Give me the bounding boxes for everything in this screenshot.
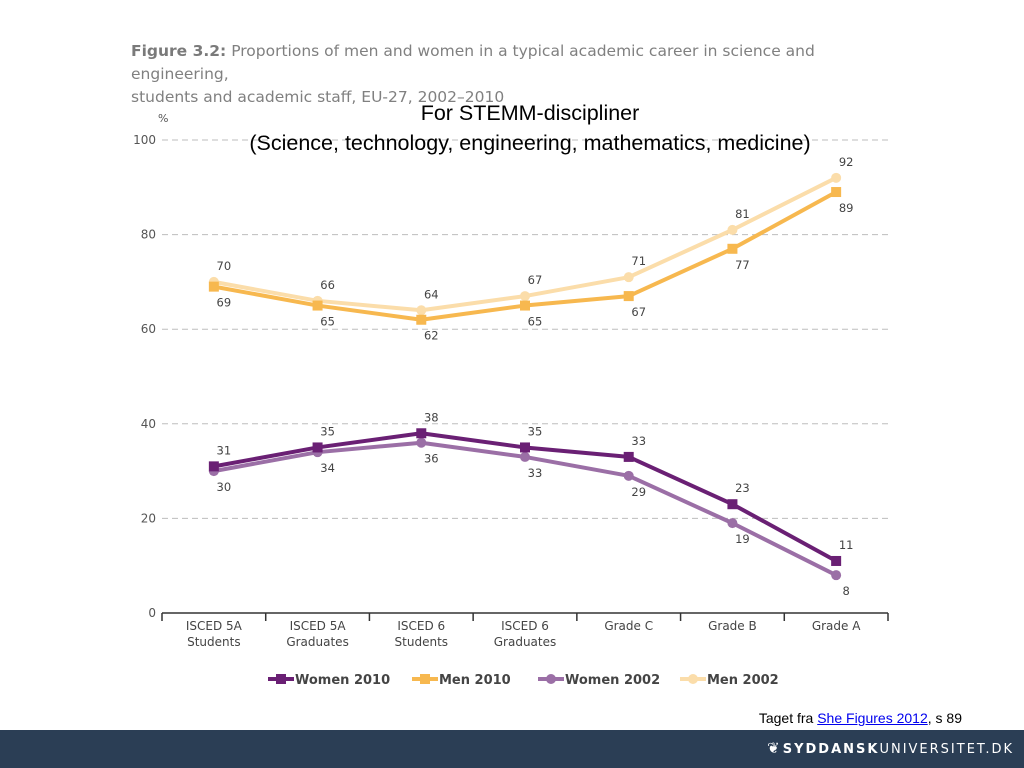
data-point-women-2010-3 [520, 442, 530, 453]
data-point-men-2010-3 [520, 300, 530, 311]
x-tick-label-3-line-1: ISCED 6 [501, 619, 549, 633]
data-point-men-2002-6 [831, 172, 842, 183]
data-label-men-2002-0: 70 [217, 259, 232, 273]
x-tick-label-6-line-1: Grade A [812, 619, 861, 633]
data-label-men-2010-6: 89 [839, 201, 854, 215]
logo-text-bold: SYDDANSK [782, 742, 880, 757]
line-chart: 0 20 40 60 80 100% ISCED 5A Students ISCED 5A Gra… [133, 112, 889, 688]
data-point-women-2010-5 [727, 499, 738, 510]
data-point-women-2010-1 [312, 442, 323, 453]
x-tick-label-1-line-1: ISCED 5A [290, 619, 347, 633]
data-label-men-2010-5: 77 [735, 258, 750, 272]
data-label-women-2010-2: 38 [424, 410, 439, 424]
data-label-women-2002-2: 36 [424, 452, 439, 466]
data-point-men-2010-0 [208, 281, 219, 292]
data-label-women-2002-0: 30 [217, 480, 232, 494]
data-label-women-2010-6: 11 [839, 538, 854, 552]
data-label-men-2002-6: 92 [839, 155, 854, 169]
data-point-men-2010-5 [727, 243, 738, 254]
data-label-women-2002-1: 34 [320, 461, 335, 475]
data-point-men-2010-6 [831, 187, 842, 198]
x-tick-label-3-line-2: Graduates [494, 635, 557, 649]
data-point-women-2010-4 [623, 451, 634, 462]
overlay-title-line-1: For STEMM-discipliner [420, 101, 640, 125]
overlay-title: For STEMM-discipliner (Science, technolo… [200, 98, 860, 158]
x-tick-label-2-line-2: Students [395, 635, 449, 649]
figure-title-text-1: Proportions of men and women in a typica… [131, 42, 815, 83]
university-logo[interactable]: ❦ SYDDANSKUNIVERSITET.DK [767, 739, 1014, 757]
x-tick-label-4-line-1: Grade C [604, 619, 653, 633]
logo-text-rest: UNIVERSITET.DK [879, 742, 1014, 757]
legend-label-men-2010: Men 2010 [439, 673, 511, 688]
data-label-men-2002-1: 66 [320, 278, 335, 292]
data-label-women-2002-6: 8 [842, 584, 849, 598]
data-point-men-2010-4 [623, 291, 634, 302]
legend-label-women-2002: Women 2002 [565, 673, 660, 688]
y-tick-label-40: 40 [141, 417, 156, 431]
legend-marker-men-2010 [420, 674, 430, 684]
data-label-men-2010-1: 65 [320, 315, 335, 329]
x-tick-label-0-line-1: ISCED 5A [186, 619, 243, 633]
y-tick-label-20: 20 [141, 511, 156, 525]
legend-label-women-2010: Women 2010 [295, 673, 390, 688]
legend-marker-men-2002 [688, 674, 698, 684]
data-label-men-2002-4: 71 [631, 254, 646, 268]
y-tick-label-80: 80 [141, 228, 156, 242]
y-tick-label-0: 0 [148, 606, 156, 620]
x-tick-label-1-line-2: Graduates [286, 635, 349, 649]
data-point-women-2002-4 [623, 470, 634, 481]
source-citation: Taget fra She Figures 2012, s 89 [759, 710, 962, 726]
x-tick-label-5-line-1: Grade B [708, 619, 757, 633]
data-point-women-2002-6 [831, 570, 842, 581]
overlay-title-line-2: (Science, technology, engineering, mathe… [249, 131, 811, 155]
figure-title-line-1: Figure 3.2: Proportions of men and women… [131, 40, 911, 86]
data-label-men-2010-2: 62 [424, 329, 439, 343]
data-label-women-2010-5: 23 [735, 481, 750, 495]
data-point-men-2002-3 [520, 291, 530, 302]
data-label-women-2010-0: 31 [217, 443, 232, 457]
data-label-women-2010-4: 33 [631, 434, 646, 448]
figure-title: Figure 3.2: Proportions of men and women… [131, 40, 911, 109]
y-axis-label: % [158, 112, 168, 125]
data-point-men-2010-1 [312, 300, 323, 311]
y-tick-label-100: 100 [133, 133, 156, 147]
data-label-women-2010-3: 35 [528, 424, 543, 438]
data-point-women-2010-6 [831, 555, 842, 566]
y-tick-label-60: 60 [141, 322, 156, 336]
data-label-men-2002-3: 67 [528, 273, 543, 287]
x-tick-label-2-line-1: ISCED 6 [397, 619, 445, 633]
data-label-women-2002-4: 29 [631, 485, 646, 499]
figure-label: Figure 3.2: [131, 42, 227, 60]
legend-marker-women-2010 [276, 674, 286, 684]
data-point-men-2010-2 [416, 314, 427, 325]
data-point-men-2002-5 [727, 224, 738, 235]
logo-mark-icon: ❦ [767, 739, 780, 757]
data-point-men-2002-2 [416, 305, 427, 316]
data-point-women-2002-2 [416, 437, 427, 448]
data-label-men-2010-3: 65 [528, 315, 543, 329]
data-point-women-2010-2 [416, 428, 427, 439]
data-label-men-2002-5: 81 [735, 207, 750, 221]
data-point-women-2002-5 [727, 518, 738, 529]
source-prefix: Taget fra [758, 710, 818, 726]
data-label-women-2010-1: 35 [320, 424, 335, 438]
data-label-men-2002-2: 64 [424, 287, 439, 301]
source-link[interactable]: She Figures 2012 [817, 710, 928, 726]
source-suffix: , s 89 [927, 710, 962, 726]
data-point-women-2010-0 [208, 461, 219, 472]
legend-label-men-2002: Men 2002 [707, 673, 779, 688]
data-label-women-2002-5: 19 [735, 532, 750, 546]
footer-bar: ❦ SYDDANSKUNIVERSITET.DK [0, 730, 1024, 768]
data-label-men-2010-4: 67 [631, 305, 646, 319]
data-label-women-2002-3: 33 [528, 466, 543, 480]
data-point-women-2002-3 [520, 451, 530, 462]
data-point-men-2002-4 [623, 272, 634, 283]
x-tick-label-0-line-2: Students [187, 635, 241, 649]
data-label-men-2010-0: 69 [217, 296, 232, 310]
figure-title-line-2: students and academic staff, EU-27, 2002… [131, 88, 505, 106]
legend-marker-women-2002 [546, 674, 556, 684]
